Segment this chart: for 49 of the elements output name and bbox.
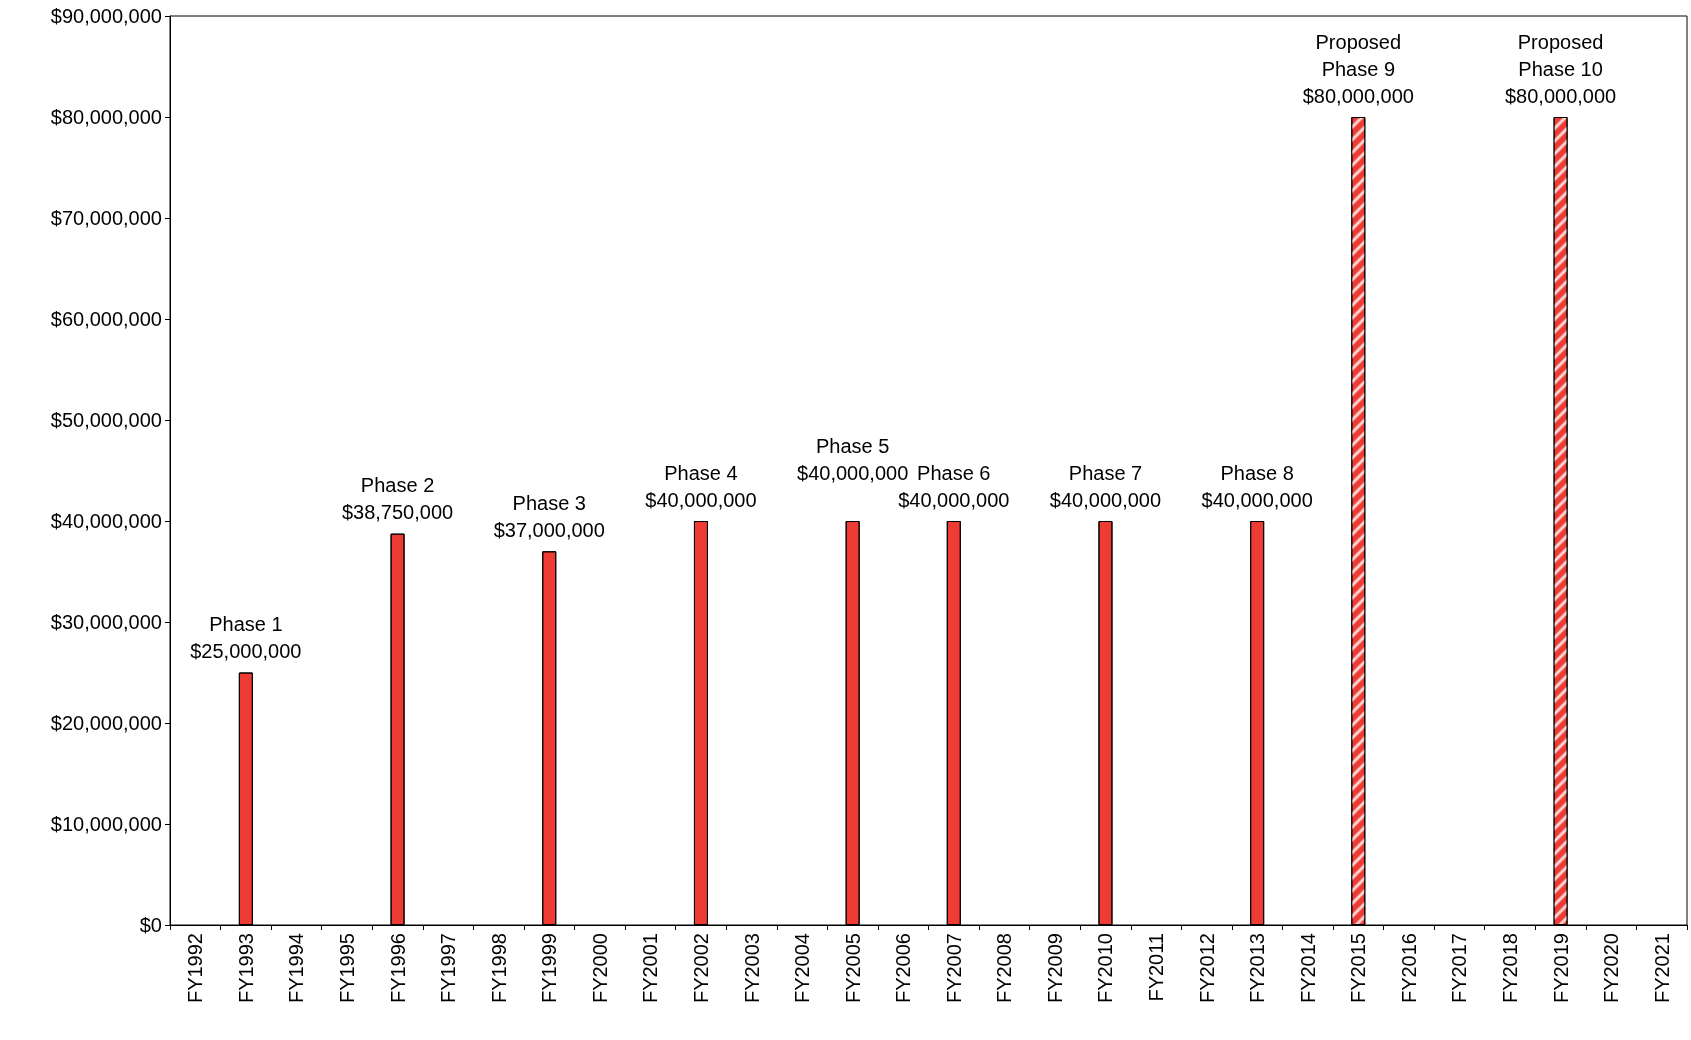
x-tick-label: FY2001 (639, 933, 662, 1004)
x-tick-label: FY2007 (942, 933, 965, 1004)
y-tick-label: $70,000,000 (50, 207, 162, 229)
data-label: Phase 3 $37,000,000 (493, 491, 605, 541)
x-tick-label: FY2016 (1397, 933, 1420, 1004)
x-tick-label: FY2019 (1549, 933, 1572, 1004)
x-tick-label: FY2014 (1296, 933, 1319, 1004)
x-tick-label: FY2003 (740, 933, 763, 1004)
x-tick-label: FY1993 (234, 933, 257, 1004)
data-label: Phase 5 $40,000,000 (797, 434, 909, 484)
x-tick-label: FY2017 (1448, 933, 1471, 1004)
data-label: Phase 1 $25,000,000 (190, 613, 302, 662)
y-tick-label: $0 (139, 914, 162, 936)
y-tick-label: $80,000,000 (50, 106, 162, 128)
x-tick-label: FY2000 (588, 933, 611, 1004)
data-label: Phase 2 $38,750,000 (341, 474, 454, 524)
y-tick-label: $20,000,000 (50, 712, 162, 734)
x-tick-label: FY2018 (1499, 933, 1522, 1004)
x-tick-label: FY2008 (993, 933, 1016, 1004)
y-tick-label: $90,000,000 (50, 5, 162, 27)
x-tick-label: FY1996 (386, 933, 409, 1004)
x-tick-label: FY2002 (689, 933, 712, 1004)
x-tick-label: FY1997 (437, 933, 460, 1004)
data-label: Proposed Phase 10 $80,000,000 (1504, 30, 1617, 107)
x-tick-label: FY2015 (1347, 933, 1370, 1004)
y-tick-label: $50,000,000 (50, 409, 162, 431)
x-tick-label: FY2010 (1094, 933, 1117, 1004)
x-tick-label: FY2013 (1246, 933, 1269, 1004)
y-tick-label: $40,000,000 (50, 510, 162, 532)
x-tick-label: FY1998 (487, 933, 510, 1004)
x-tick-label: FY1999 (538, 933, 561, 1004)
x-tick-label: FY1992 (184, 933, 207, 1004)
x-tick-label: FY2006 (892, 933, 915, 1004)
data-label: Proposed Phase 9 $80,000,000 (1302, 30, 1414, 107)
x-tick-label: FY2009 (1043, 933, 1066, 1004)
y-tick-label: $30,000,000 (50, 611, 162, 633)
x-tick-label: FY2021 (1650, 933, 1673, 1004)
x-tick-label: FY1995 (335, 933, 358, 1004)
data-label: Phase 4 $40,000,000 (645, 461, 757, 511)
x-tick-label: FY2005 (841, 933, 864, 1004)
x-tick-label: FY2020 (1600, 933, 1623, 1004)
x-tick-label: FY2004 (791, 933, 814, 1004)
x-tick-label: FY2012 (1195, 933, 1218, 1004)
data-label: Phase 8 $40,000,000 (1201, 461, 1313, 511)
y-tick-label: $10,000,000 (50, 813, 162, 835)
y-tick-label: $60,000,000 (50, 308, 162, 330)
data-label: Phase 7 $40,000,000 (1049, 461, 1162, 511)
x-tick-label: FY1994 (285, 933, 308, 1004)
x-tick-label: FY2011 (1145, 933, 1168, 1002)
